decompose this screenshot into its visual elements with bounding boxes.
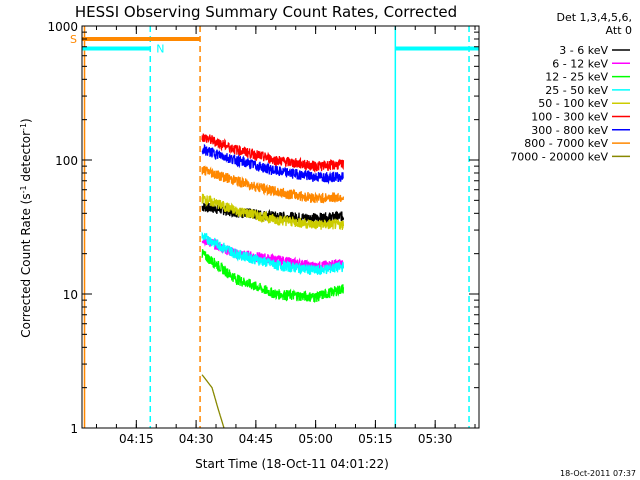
y-axis-label-mid: detector <box>19 131 33 186</box>
series-line <box>201 231 345 276</box>
x-axis-label: Start Time (18-Oct-11 04:01:22) <box>195 457 389 471</box>
x-tick-label: 04:30 <box>179 432 214 446</box>
x-tick-label: 04:15 <box>119 432 154 446</box>
plot-frame <box>81 25 480 429</box>
legend-entry-label: 12 - 25 keV <box>545 71 608 84</box>
legend-entry-label: 100 - 300 keV <box>531 111 608 124</box>
series-line <box>201 374 225 428</box>
y-axis-label-end: ) <box>19 118 33 123</box>
series-lines <box>201 133 345 428</box>
legend-entry-label: 3 - 6 keV <box>559 44 608 57</box>
legend-header-line-2: Att 0 <box>606 24 632 37</box>
series-line <box>201 143 344 185</box>
x-tick-label: 05:15 <box>358 432 393 446</box>
legend-entry-label: 800 - 7000 keV <box>524 137 608 150</box>
legend-header-line-1: Det 1,3,4,5,6, <box>556 11 632 24</box>
x-tick-label: 05:30 <box>418 432 453 446</box>
timestamp: 18-Oct-2011 07:37 <box>560 469 636 478</box>
y-axis-label-sup1: -1 <box>19 185 28 193</box>
chart-title: HESSI Observing Summary Count Rates, Cor… <box>75 3 457 21</box>
y-tick-label: 100 <box>55 154 78 168</box>
series-line <box>201 236 345 273</box>
x-tick-label: 04:45 <box>239 432 274 446</box>
series-line <box>201 193 345 230</box>
y-axis-label-main: Corrected Count Rate (s <box>19 193 33 337</box>
x-tick-label: 05:00 <box>298 432 333 446</box>
night-flag-label: N <box>156 42 164 55</box>
legend-entry-label: 50 - 100 keV <box>538 97 608 110</box>
legend-entry-label: 25 - 50 keV <box>545 84 608 97</box>
series-line <box>201 133 345 174</box>
legend-entry-label: 6 - 12 keV <box>552 57 608 70</box>
y-tick-label: 10 <box>63 288 78 302</box>
legend-entry-label: 300 - 800 keV <box>531 124 608 137</box>
y-axis-label: Corrected Count Rate (s-1 detector-1) <box>19 118 34 337</box>
y-axis-label-sup2: -1 <box>19 123 28 131</box>
legend-entry-label: 7000 - 20000 keV <box>510 150 608 163</box>
saa-flag-label: S <box>70 33 77 46</box>
y-tick-label: 1 <box>70 422 78 436</box>
attenuator-flag-markers <box>82 26 479 428</box>
axis-ticks: 04:15 04:30 04:45 05:00 05:15 05:30 1 10 100 1000 <box>47 20 479 446</box>
series-line <box>201 249 345 304</box>
y-tick-label: 1000 <box>47 20 78 34</box>
series-line <box>201 165 345 204</box>
